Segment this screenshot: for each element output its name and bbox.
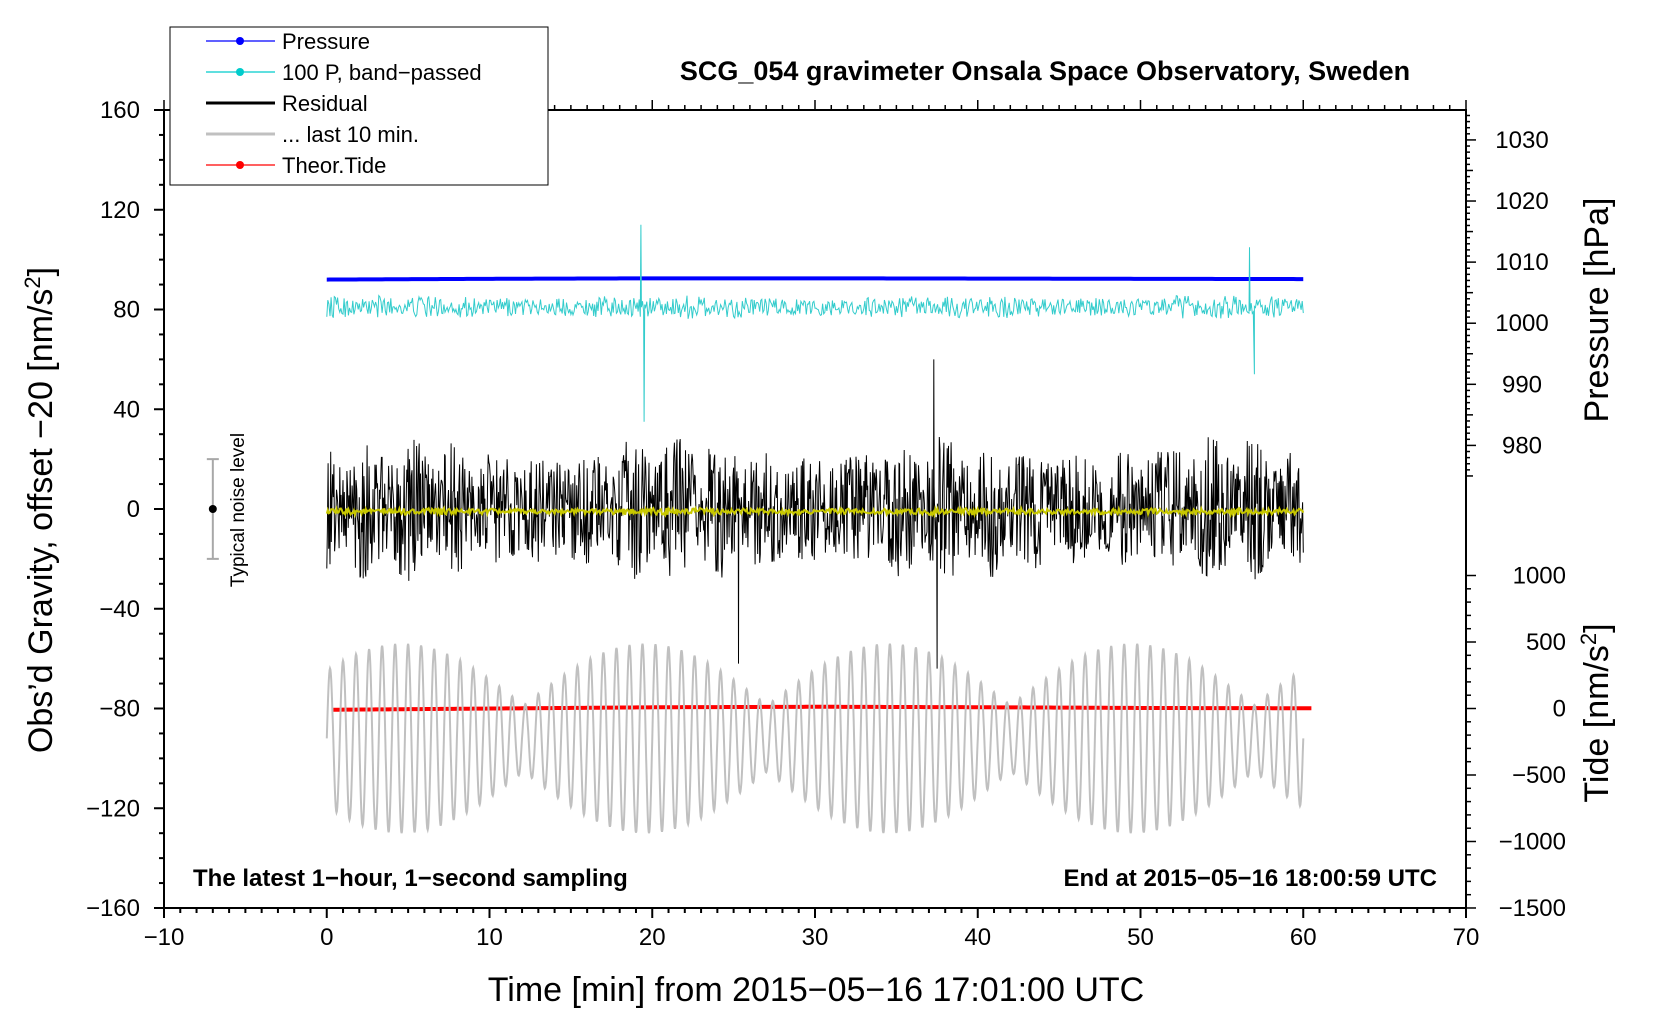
legend-box xyxy=(169,26,549,186)
x-tick-label: 10 xyxy=(476,924,503,951)
x-tick-label: 20 xyxy=(639,924,666,951)
legend-label-0: Pressure xyxy=(282,29,370,54)
legend-label-2: Residual xyxy=(282,91,368,116)
x-tick-label: 0 xyxy=(320,924,333,951)
series-line-5 xyxy=(325,643,1305,834)
series-line-2 xyxy=(326,359,1304,669)
x-tick-label: 70 xyxy=(1453,924,1480,951)
legend-marker-0 xyxy=(236,37,244,45)
y-axis-title-tide: Tide [nm/s2] xyxy=(1576,623,1617,802)
tide-tick-label: 0 xyxy=(1553,696,1566,723)
text-layer: SCG_054 gravimeter Onsala Space Observat… xyxy=(20,56,1617,1009)
pressure-tick-label: 990 xyxy=(1502,371,1542,398)
legend: Pressure 100 P, band−passed Residual ... la… xyxy=(169,26,549,186)
annotation-end-time: End at 2015−05−16 18:00:59 UTC xyxy=(1063,865,1437,892)
pressure-tick-label: 1020 xyxy=(1495,188,1548,215)
legend-marker-1 xyxy=(236,68,244,76)
y-tick-label: −120 xyxy=(86,795,140,822)
legend-label-1: 100 P, band−passed xyxy=(282,60,482,85)
chart-title: SCG_054 gravimeter Onsala Space Observat… xyxy=(680,56,1410,86)
tide-tick-label: 1000 xyxy=(1513,563,1566,590)
legend-marker-4 xyxy=(236,161,244,169)
x-tick-label: −10 xyxy=(144,924,185,951)
x-axis-title: Time [min] from 2015−05−16 17:01:00 UTC xyxy=(488,971,1144,1009)
x-tick-label: 50 xyxy=(1127,924,1154,951)
pressure-tick-label: 1000 xyxy=(1495,310,1548,337)
pressure-tick-label: 980 xyxy=(1502,432,1542,459)
y-axis-title-pressure: Pressure [hPa] xyxy=(1578,198,1616,423)
legend-label-4: Theor.Tide xyxy=(282,153,386,178)
y-tick-label: −160 xyxy=(86,895,140,922)
series-layer xyxy=(325,224,1312,834)
y-tick-label: −80 xyxy=(99,696,140,723)
x-tick-label: 60 xyxy=(1290,924,1317,951)
tide-tick-label: 500 xyxy=(1526,629,1566,656)
y-tick-label: 120 xyxy=(100,197,140,224)
noise-bar-center-point xyxy=(208,505,217,513)
y-tick-label: 80 xyxy=(113,297,140,324)
noise-level-label: Typical noise level xyxy=(228,433,249,587)
x-tick-label: 30 xyxy=(802,924,829,951)
tide-tick-label: −1500 xyxy=(1499,895,1566,922)
x-tick-label: 40 xyxy=(964,924,991,951)
pressure-tick-label: 1010 xyxy=(1495,249,1548,276)
y-tick-label: 40 xyxy=(113,396,140,423)
series-line-0 xyxy=(326,276,1304,282)
y-tick-label: 160 xyxy=(100,97,140,124)
tide-tick-label: −500 xyxy=(1512,762,1566,789)
tide-tick-label: −1000 xyxy=(1499,828,1566,855)
pressure-tick-label: 1030 xyxy=(1495,127,1548,154)
y-tick-label: 0 xyxy=(127,496,140,523)
axes-layer: −10 0 10 20 30 40 50 60 70−160−120−80−4004080120… xyxy=(86,97,1566,951)
legend-label-3: ... last 10 min. xyxy=(282,122,419,147)
series-line-3 xyxy=(325,504,1305,519)
y-axis-title-left: Obs’d Gravity, offset −20 [nm/s2] xyxy=(20,267,61,753)
y-tick-label: −40 xyxy=(99,596,140,623)
series-line-1 xyxy=(326,224,1304,422)
annotation-sampling: The latest 1−hour, 1−second sampling xyxy=(193,865,628,892)
